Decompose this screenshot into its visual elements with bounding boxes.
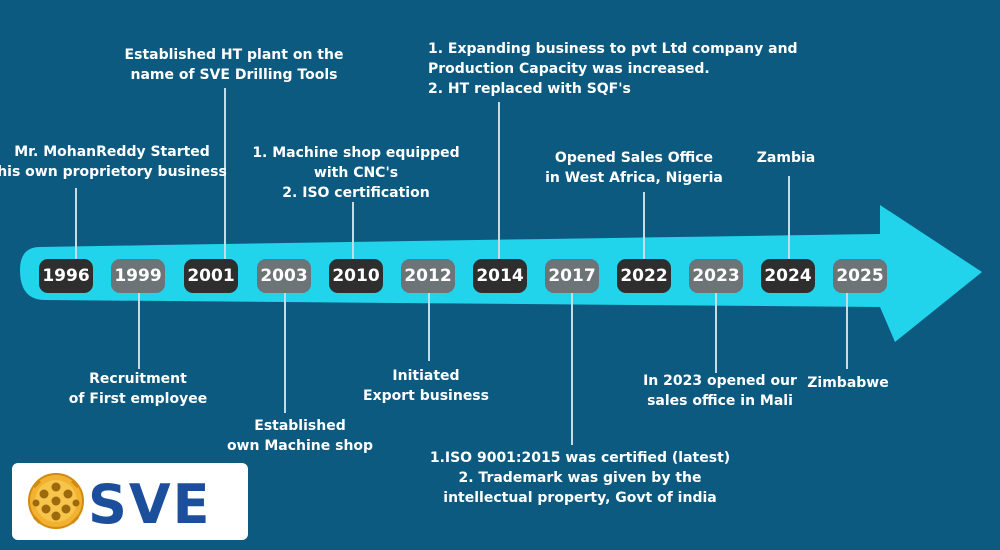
- year-badge-1999: 1999: [111, 259, 165, 293]
- year-badge-2023: 2023: [689, 259, 743, 293]
- year-badge-2010: 2010: [329, 259, 383, 293]
- connector-1999: [138, 293, 140, 369]
- connector-2001: [224, 88, 226, 260]
- connector-2003: [284, 293, 286, 413]
- connector-2025: [846, 293, 848, 369]
- sve-logo: SVE: [12, 463, 248, 540]
- event-label-1999: Recruitment of First employee: [68, 371, 208, 407]
- connector-2010: [352, 202, 354, 260]
- event-label-2014: 1. Expanding business to pvt Ltd company…: [428, 41, 798, 97]
- connector-1996: [75, 188, 77, 260]
- event-label-2001: Established HT plant on the name of SVE …: [124, 47, 344, 83]
- connector-2014: [498, 102, 500, 260]
- year-badge-2014: 2014: [473, 259, 527, 293]
- event-label-2023: In 2023 opened our sales office in Mali: [643, 373, 797, 409]
- event-label-1996: Mr. MohanReddy Started his own proprieto…: [0, 144, 227, 180]
- drill-bit-icon: [28, 473, 84, 529]
- connector-2017: [571, 293, 573, 445]
- year-badge-2025: 2025: [833, 259, 887, 293]
- event-label-2017: 1.ISO 9001:2015 was certified (latest) 2…: [429, 450, 731, 506]
- connector-2012: [428, 293, 430, 361]
- event-label-2003: Established own Machine shop: [226, 418, 374, 454]
- event-label-2022: Opened Sales Office in West Africa, Nige…: [545, 150, 723, 186]
- year-badge-2022: 2022: [617, 259, 671, 293]
- connector-2024: [788, 176, 790, 260]
- year-badge-2003: 2003: [257, 259, 311, 293]
- event-label-2012: Initiated Export business: [363, 368, 489, 404]
- year-badge-2012: 2012: [401, 259, 455, 293]
- year-badge-2024: 2024: [761, 259, 815, 293]
- event-label-2010: 1. Machine shop equipped with CNC's 2. I…: [252, 145, 460, 201]
- connector-2023: [715, 293, 717, 373]
- event-label-2024: Zambia: [756, 150, 816, 166]
- connector-2022: [643, 192, 645, 260]
- logo-text: SVE: [88, 473, 212, 536]
- year-badge-2017: 2017: [545, 259, 599, 293]
- year-badge-1996: 1996: [39, 259, 93, 293]
- sve-logo-graphic: SVE: [28, 473, 212, 536]
- event-label-2025: Zimbabwe: [807, 375, 889, 391]
- year-badge-2001: 2001: [184, 259, 238, 293]
